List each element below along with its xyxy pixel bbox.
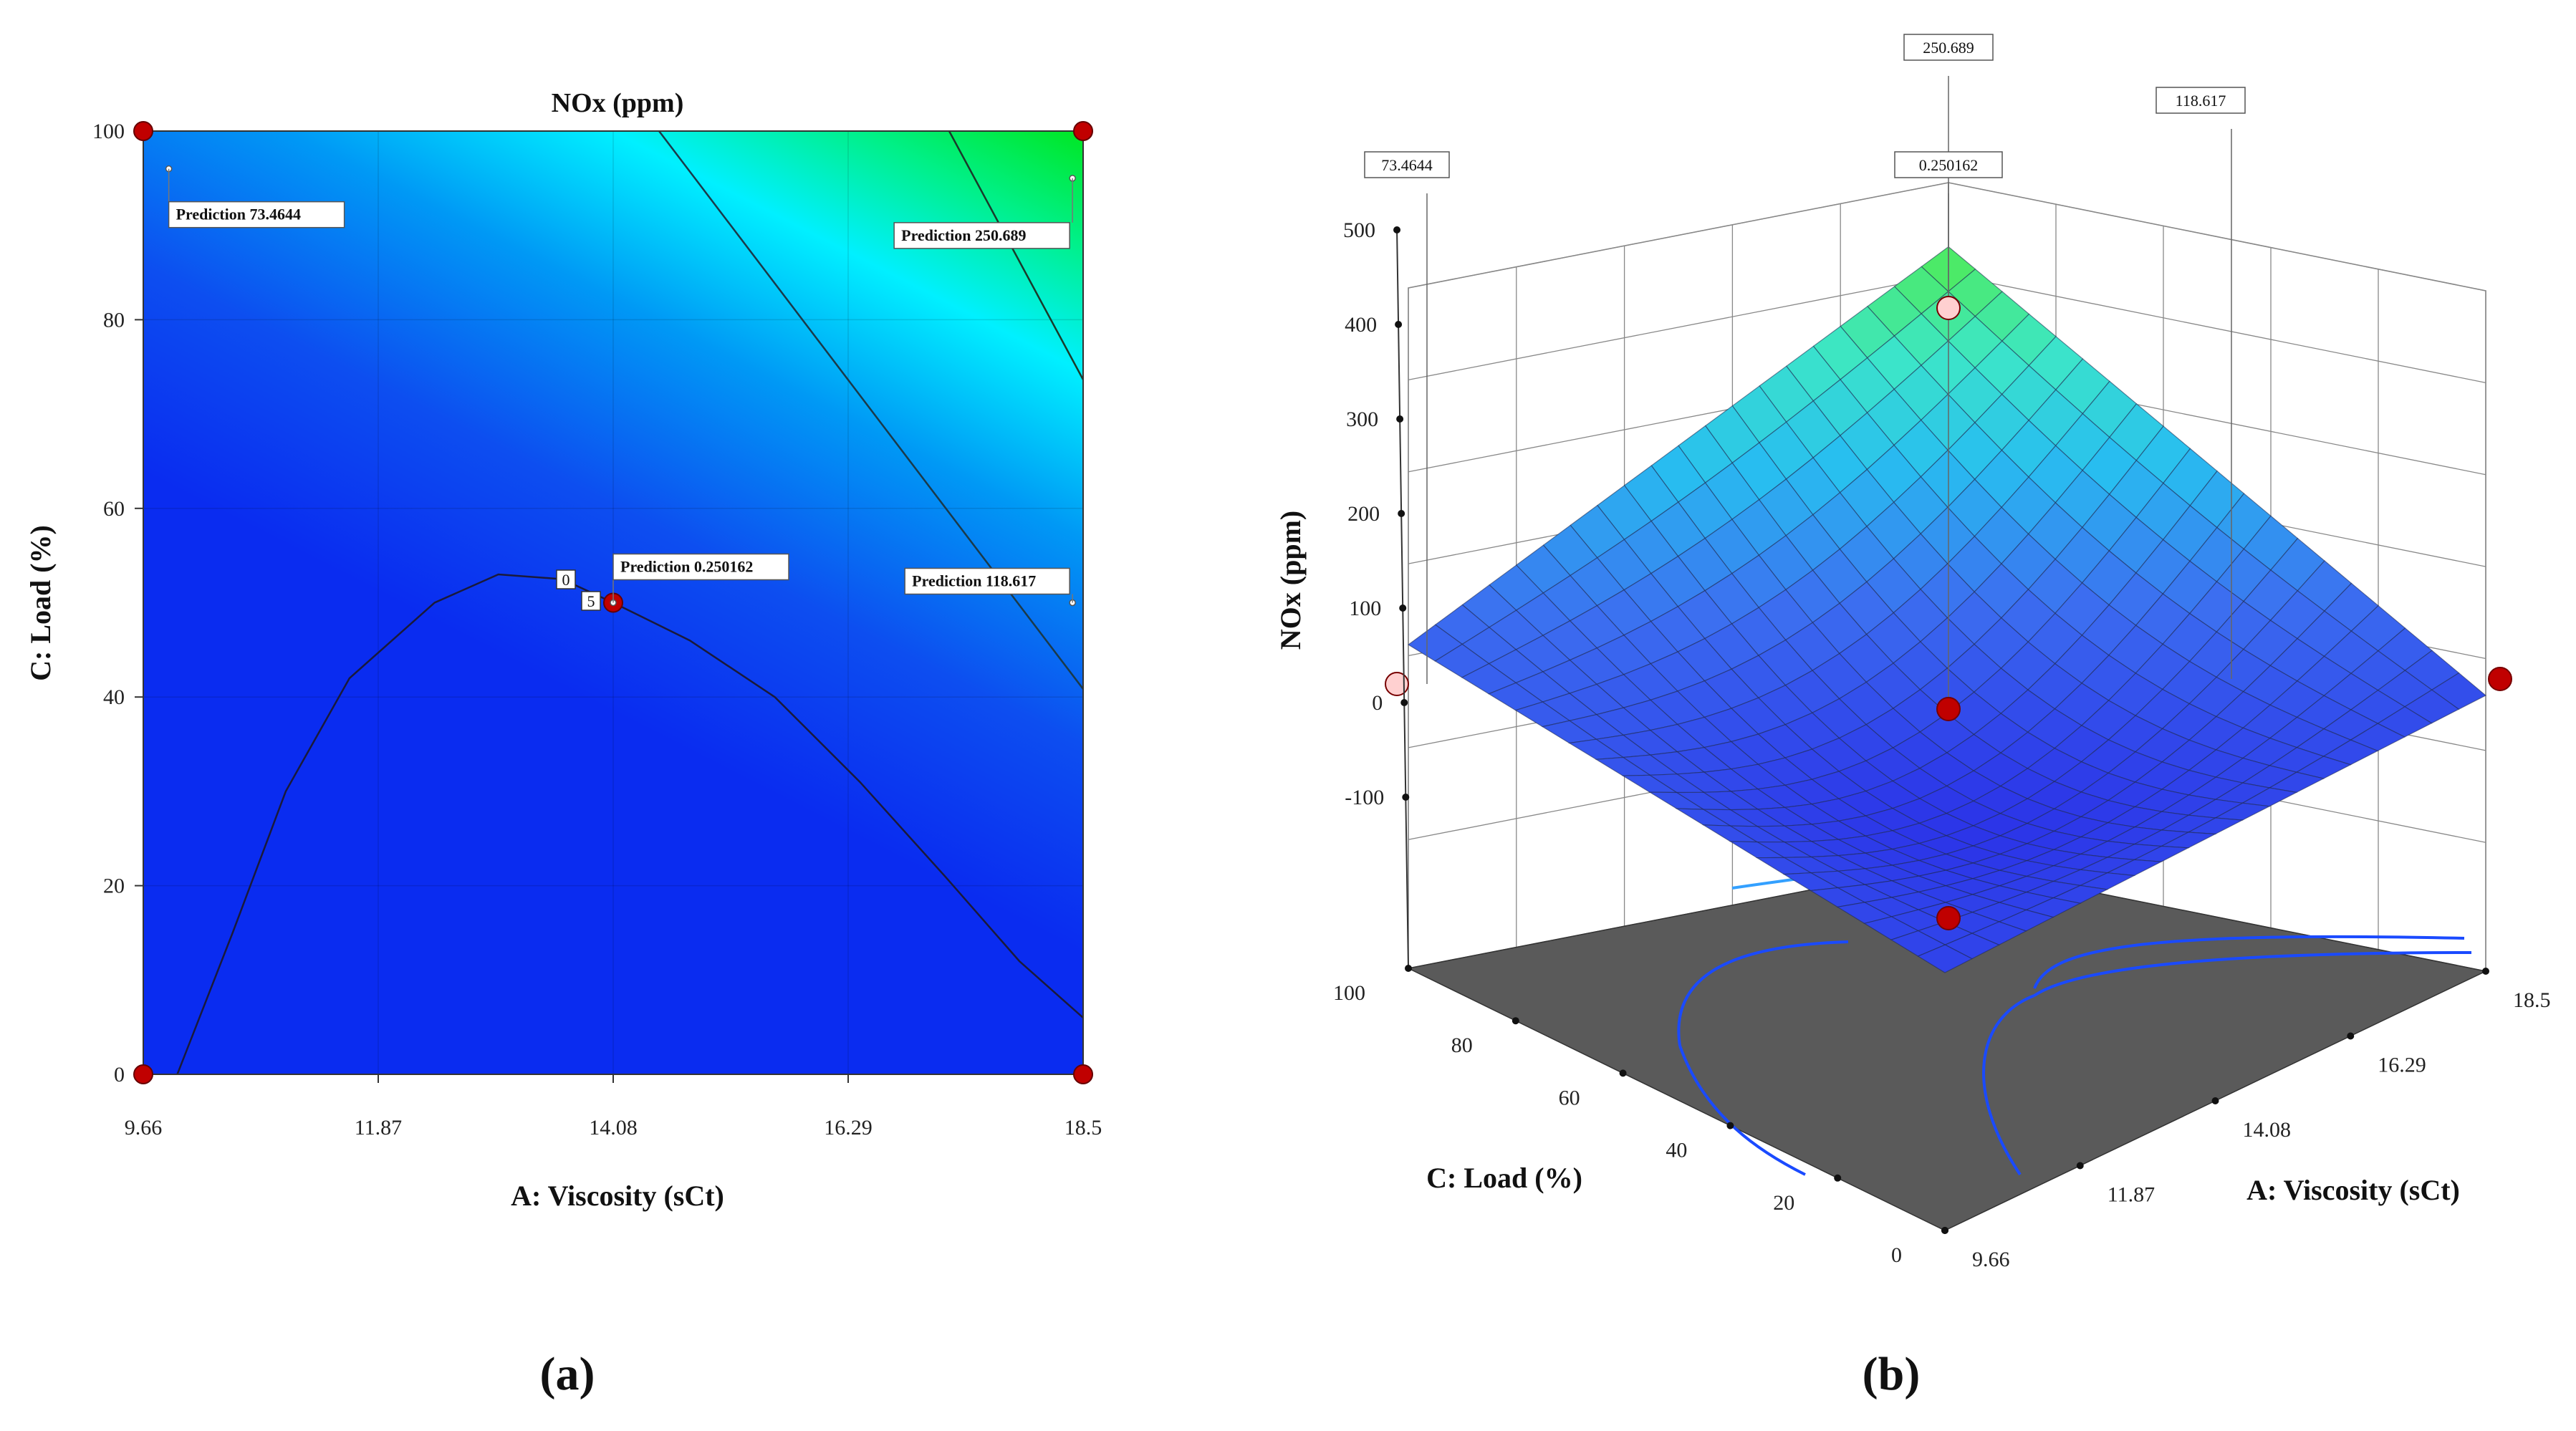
figure: NOx (ppm) 0 20 40 60 80 100 9.66 11.87 14.08 16.…	[0, 0, 2576, 1431]
callout-label: 118.617	[2176, 92, 2226, 110]
floor-x-tick-label: 14.08	[2243, 1118, 2292, 1142]
design-point	[1937, 698, 1960, 721]
floor-y-tick-label: 20	[1773, 1191, 1794, 1215]
design-point	[1385, 673, 1408, 695]
prediction-label: Prediction 118.617	[912, 572, 1036, 590]
floor-x-tick	[2482, 968, 2489, 975]
y-tick-label: 100	[92, 120, 125, 143]
floor-y-tick	[1726, 1122, 1734, 1129]
z-tick	[1402, 794, 1409, 801]
floor-y-tick-label: 0	[1891, 1243, 1902, 1267]
design-point	[1074, 1065, 1092, 1084]
x-tick-label: 11.87	[355, 1116, 402, 1140]
x-tick-label: 18.5	[1064, 1116, 1102, 1140]
z-tick-label: 500	[1343, 218, 1375, 242]
floor-y-tick	[1620, 1069, 1627, 1076]
x-axis-label: A: Viscosity (sCt)	[2246, 1174, 2460, 1206]
y-tick-label: 40	[103, 685, 125, 709]
callout-label: 73.4644	[1381, 156, 1433, 174]
floor-y-tick-label: 80	[1451, 1034, 1473, 1057]
y-axis-label: C: Load (%)	[24, 525, 57, 681]
floor-y-tick-label: 100	[1333, 981, 1365, 1005]
y-axis-label: C: Load (%)	[1426, 1162, 1582, 1194]
z-tick	[1399, 604, 1406, 612]
contour-plot: NOx (ppm) 0 20 40 60 80 100 9.66 11.87 14.08 16.…	[24, 88, 1102, 1400]
design-point	[1937, 907, 1960, 930]
z-tick-label: 400	[1345, 313, 1377, 337]
prediction-label: Prediction 0.250162	[620, 558, 753, 576]
chart-title: NOx (ppm)	[552, 88, 684, 118]
floor-x-tick-label: 9.66	[1972, 1248, 2010, 1271]
x-tick-label: 14.08	[589, 1116, 638, 1140]
y-tick-label: 0	[114, 1063, 125, 1086]
z-tick-label: -100	[1345, 786, 1384, 809]
floor-x-tick-label: 16.29	[2378, 1054, 2426, 1077]
contour-level-label: 0	[562, 571, 570, 589]
floor-x-tick-label: 18.5	[2513, 988, 2551, 1012]
callout-label: 250.689	[1923, 39, 1974, 57]
x-tick-label: 16.29	[824, 1116, 873, 1140]
floor-y-tick-label: 60	[1559, 1086, 1580, 1109]
x-axis-label: A: Viscosity (sCt)	[511, 1180, 724, 1212]
y-tick-label: 80	[103, 308, 125, 332]
z-tick-label: 0	[1372, 691, 1383, 715]
z-tick	[1400, 699, 1408, 706]
z-tick-label: 100	[1349, 597, 1381, 620]
design-point	[2489, 668, 2512, 690]
z-tick-label: 200	[1347, 502, 1380, 526]
callout-label: 0.250162	[1919, 156, 1979, 174]
floor-y-tick	[1512, 1017, 1519, 1024]
floor-x-tick-label: 11.87	[2108, 1183, 2155, 1207]
prediction-label: Prediction 250.689	[901, 226, 1026, 244]
y-tick-label: 60	[103, 497, 125, 521]
floor-y-tick	[1834, 1175, 1841, 1182]
design-point	[134, 122, 153, 140]
floor-y-tick	[1405, 965, 1412, 972]
prediction-label: Prediction 73.4644	[176, 206, 301, 223]
z-tick	[1393, 226, 1400, 233]
y-tick-label: 20	[103, 874, 125, 898]
design-point	[1074, 122, 1092, 140]
z-tick-label: 300	[1346, 408, 1378, 431]
z-tick	[1398, 510, 1405, 517]
z-tick	[1395, 321, 1402, 328]
z-tick	[1396, 415, 1403, 423]
floor-x-tick	[1941, 1227, 1948, 1234]
panel-label: (a)	[540, 1348, 595, 1400]
contour-level-label: 5	[587, 592, 595, 610]
design-point	[134, 1065, 153, 1084]
floor-x-tick	[2212, 1097, 2219, 1104]
panel-label: (b)	[1863, 1348, 1921, 1400]
design-point	[1937, 297, 1960, 319]
z-axis-label: NOx (ppm)	[1274, 511, 1307, 650]
floor-y-tick-label: 40	[1666, 1139, 1687, 1162]
x-tick-label: 9.66	[125, 1116, 163, 1140]
floor-x-tick	[2077, 1162, 2084, 1170]
floor-x-tick	[2347, 1033, 2354, 1040]
